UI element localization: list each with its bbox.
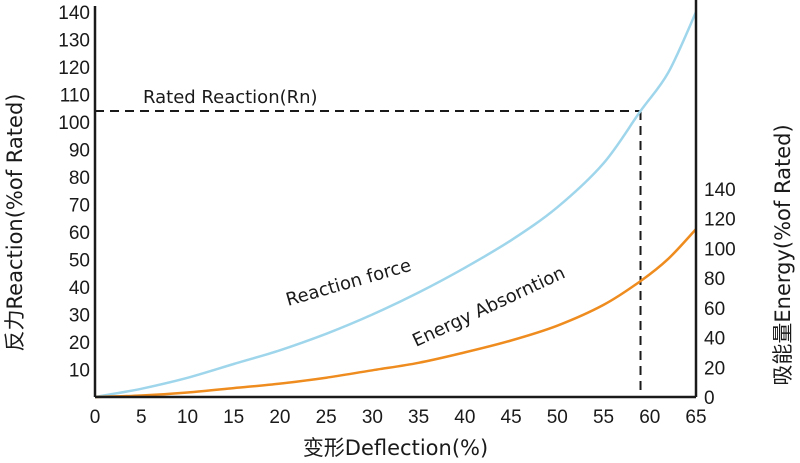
x-tick-label: 60 xyxy=(639,407,660,428)
x-tick-label: 10 xyxy=(177,407,198,428)
y-tick-label: 50 xyxy=(69,251,90,272)
tick-labels: 0 5 10 15 20 25 30 35 40 45 50 55 60 65 10 20 30 40 50 60 70… xyxy=(58,3,735,428)
rated-reaction-label: Rated Reaction(Rn) xyxy=(143,87,318,108)
series-label-energy-absorption: Energy Absorntion xyxy=(409,262,568,351)
y2-tick-label: 40 xyxy=(704,329,725,350)
x-tick-label: 45 xyxy=(501,407,522,428)
y2-tick-label: 120 xyxy=(704,210,736,231)
reaction-force-curve xyxy=(94,11,698,399)
y-axis-title: 反力Reaction(%of Rated) xyxy=(3,94,27,352)
axis-titles: 变形Deflection(%) 反力Reaction(%of Rated) 吸能量E… xyxy=(3,94,795,460)
y-tick-label: 140 xyxy=(58,3,90,24)
y-tick-label: 120 xyxy=(58,58,90,79)
axes xyxy=(93,0,698,399)
y-tick-label: 130 xyxy=(58,31,90,52)
x-tick-label: 0 xyxy=(90,407,101,428)
x-tick-label: 55 xyxy=(593,407,614,428)
y-tick-label: 60 xyxy=(69,223,90,244)
y-tick-label: 110 xyxy=(60,86,90,107)
y2-axis-title: 吸能量Energy(%of Rated) xyxy=(771,124,795,385)
series-layer xyxy=(94,11,698,399)
x-tick-label: 30 xyxy=(362,407,383,428)
energy-absorption-curve xyxy=(94,228,697,399)
x-tick-label: 40 xyxy=(454,407,475,428)
y-tick-label: 70 xyxy=(69,196,90,217)
y2-tick-label: 0 xyxy=(704,388,715,409)
y2-tick-label: 100 xyxy=(704,239,736,260)
y2-tick-label: 140 xyxy=(704,180,736,201)
y2-tick-label: 20 xyxy=(704,358,725,379)
y2-tick-label: 60 xyxy=(704,299,725,320)
y2-tick-label: 80 xyxy=(704,269,725,290)
x-tick-label: 5 xyxy=(136,407,147,428)
y-tick-label: 90 xyxy=(69,141,90,162)
x-axis-title: 变形Deflection(%) xyxy=(303,436,488,460)
x-tick-label: 25 xyxy=(316,407,337,428)
y-tick-label: 30 xyxy=(69,306,90,327)
series-label-reaction-force: Reaction force xyxy=(284,255,414,311)
x-tick-label: 20 xyxy=(269,407,290,428)
y-tick-label: 100 xyxy=(58,113,90,134)
rated-guide-lines xyxy=(95,110,642,397)
y-tick-label: 40 xyxy=(69,278,90,299)
x-tick-label: 35 xyxy=(408,407,429,428)
x-tick-label: 65 xyxy=(685,407,706,428)
y-tick-label: 20 xyxy=(69,333,90,354)
y-tick-label: 10 xyxy=(69,361,90,382)
x-tick-label: 15 xyxy=(223,407,244,428)
x-tick-label: 50 xyxy=(547,407,568,428)
y-tick-label: 80 xyxy=(69,168,90,189)
